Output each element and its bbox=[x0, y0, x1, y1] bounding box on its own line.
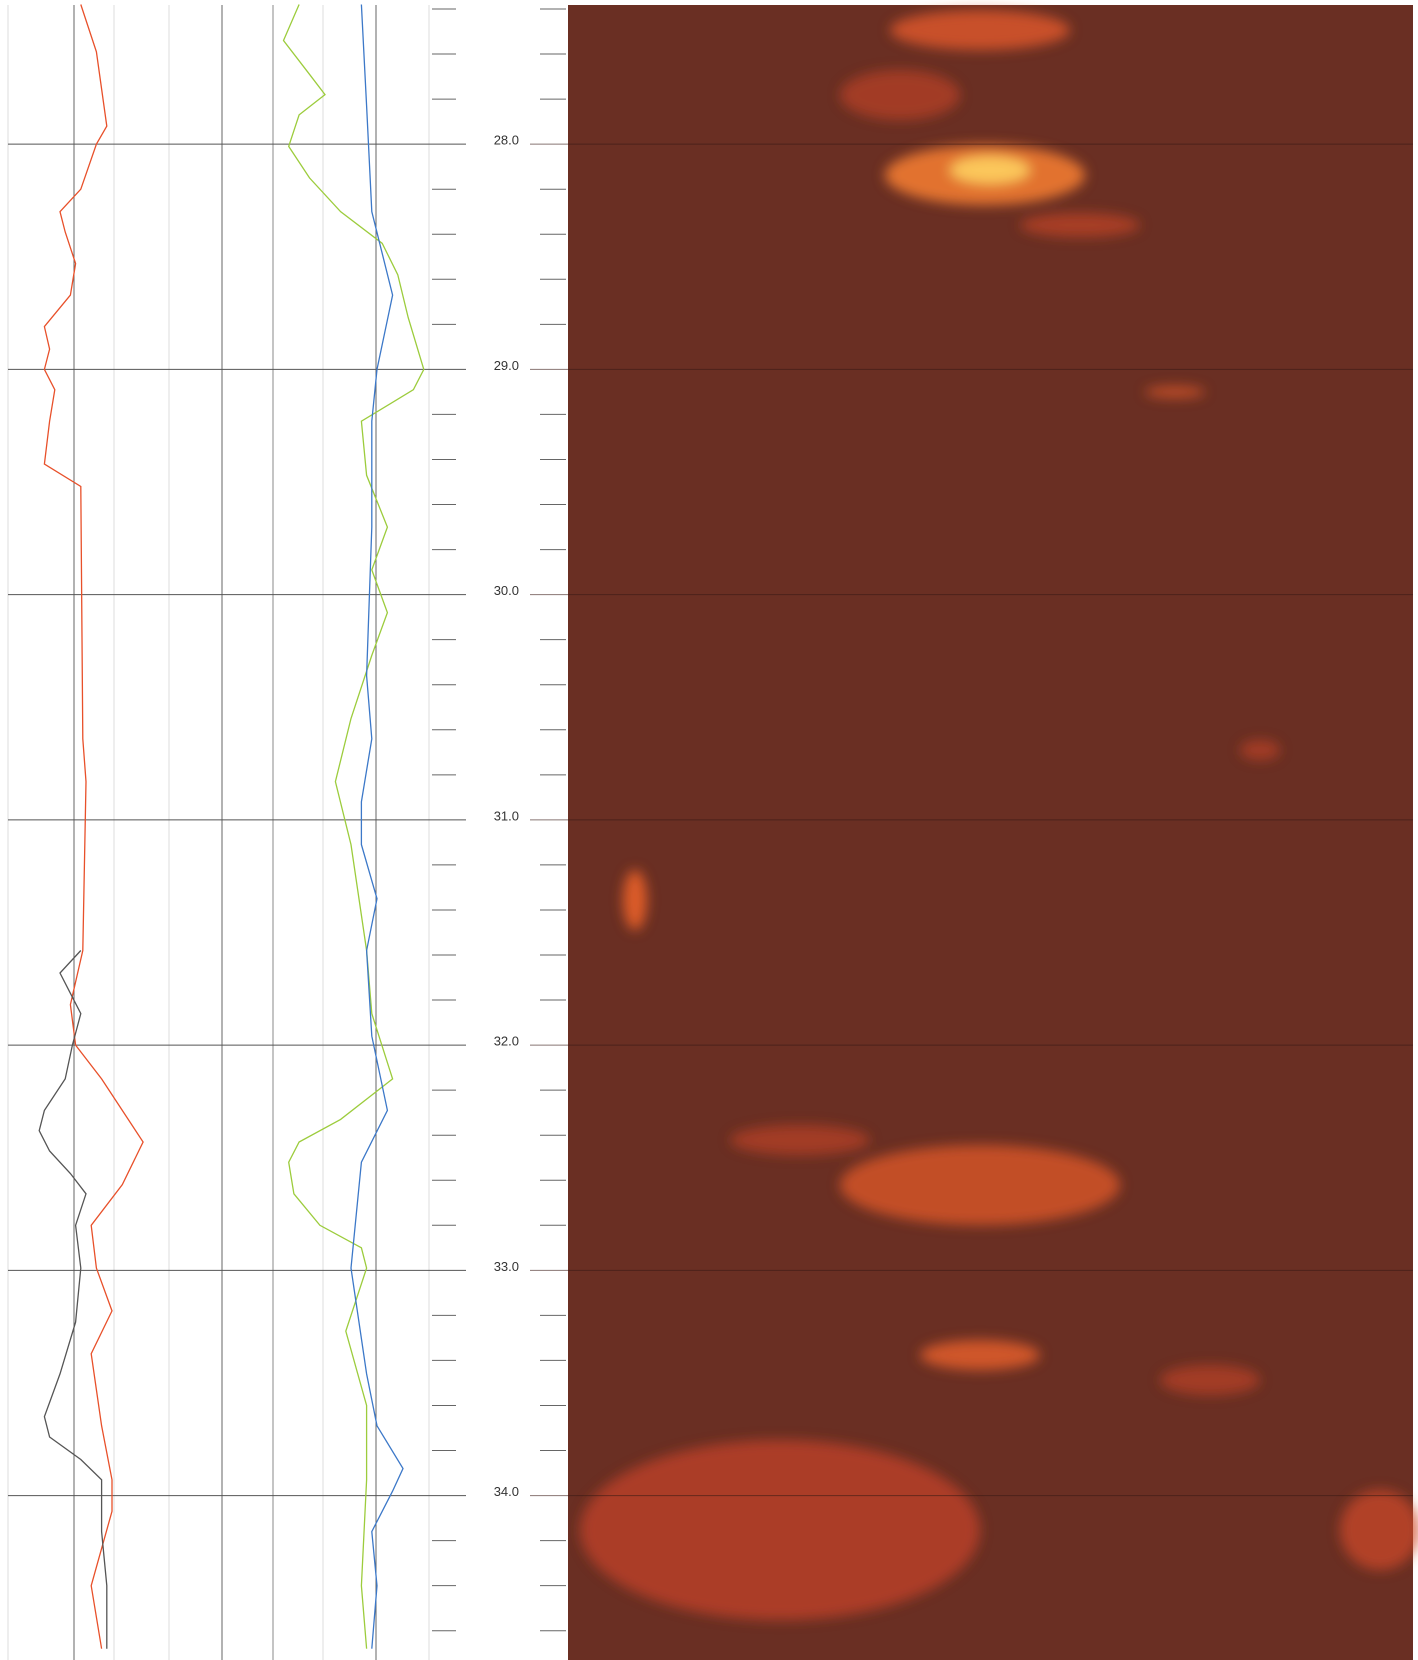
bright-patch bbox=[623, 870, 647, 930]
log-curve bbox=[350, 4, 404, 1649]
track-grid bbox=[7, 5, 430, 1660]
image-log bbox=[568, 5, 1418, 1660]
bright-patch bbox=[840, 1145, 1120, 1225]
y-tick-label: 29.0 bbox=[494, 358, 519, 373]
bright-patch bbox=[1145, 386, 1205, 398]
y-tick-label: 32.0 bbox=[494, 1034, 519, 1049]
curves bbox=[38, 4, 425, 1649]
bright-patch bbox=[580, 1440, 980, 1620]
y-tick-label: 31.0 bbox=[494, 808, 519, 823]
bright-patch bbox=[1340, 1490, 1418, 1570]
log-curve bbox=[282, 4, 425, 1649]
bright-patch bbox=[1020, 213, 1140, 237]
bright-patch bbox=[890, 10, 1070, 50]
image-background bbox=[568, 5, 1413, 1660]
log-curve bbox=[43, 4, 144, 1649]
log-curve bbox=[38, 950, 108, 1649]
image-texture bbox=[580, 10, 1418, 1620]
bright-patch bbox=[730, 1125, 870, 1155]
bright-patch bbox=[1160, 1365, 1260, 1395]
depth-axis: 28.0 29.0 30.0 31.0 32.0 33.0 34.0 bbox=[8, 8, 1413, 1632]
bright-patch bbox=[950, 156, 1030, 184]
bright-patch bbox=[1240, 740, 1280, 760]
y-tick-label: 33.0 bbox=[494, 1259, 519, 1274]
y-tick-label: 34.0 bbox=[494, 1484, 519, 1499]
y-tick-label: 28.0 bbox=[494, 133, 519, 148]
y-tick-label: 30.0 bbox=[494, 583, 519, 598]
bright-patch bbox=[840, 70, 960, 120]
bright-patch bbox=[920, 1340, 1040, 1370]
